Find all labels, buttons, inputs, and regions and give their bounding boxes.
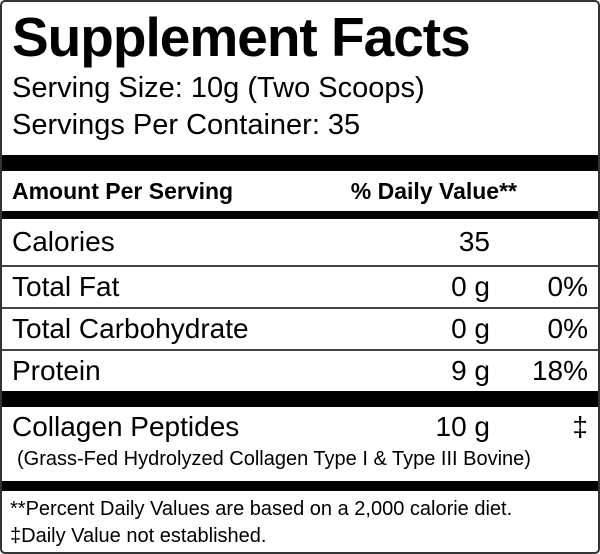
row-divider (2, 348, 598, 351)
label-title: Supplement Facts (12, 6, 471, 68)
footnote-daily-values: **Percent Daily Values are based on a 2,… (10, 498, 513, 521)
section-bar-top (2, 155, 598, 172)
row-divider (2, 306, 598, 309)
nutrient-name: Collagen Peptides (12, 411, 240, 443)
nutrient-name: Protein (12, 354, 101, 386)
nutrient-name: Total Carbohydrate (12, 312, 249, 344)
nutrient-name: Calories (12, 226, 115, 258)
footnotes-section: **Percent Daily Values are based on a 2,… (2, 491, 598, 550)
serving-size-line: Serving Size: 10g (Two Scoops) (12, 71, 425, 104)
section-bar-bottom (2, 481, 598, 492)
table-header-row: Amount Per Serving % Daily Value** (2, 171, 598, 211)
nutrient-amount: 0 g (451, 312, 490, 344)
section-bar-middle (2, 391, 598, 408)
amount-per-serving-header: Amount Per Serving (12, 178, 234, 205)
nutrient-name: Total Fat (12, 270, 120, 302)
daily-value-header: % Daily Value** (350, 178, 517, 205)
table-row-calories: Calories 35 (2, 219, 598, 264)
table-row-total-fat: Total Fat 0 g 0% (2, 267, 598, 307)
header-underline-bar (2, 211, 598, 220)
nutrient-amount: 0 g (451, 270, 490, 302)
nutrient-amount: 35 (458, 226, 490, 258)
nutrient-daily-value: 18% (531, 354, 588, 386)
nutrient-amount: 10 g (435, 411, 491, 443)
table-row-total-carbohydrate: Total Carbohydrate 0 g 0% (2, 309, 598, 349)
nutrient-amount: 9 g (451, 354, 490, 386)
nutrient-daily-value: 0% (547, 312, 588, 344)
footnote-not-established: ‡Daily Value not established. (10, 525, 267, 548)
table-row-collagen-peptides: Collagen Peptides 10 g ‡ (2, 407, 598, 447)
row-divider (2, 264, 598, 267)
ingredient-description: (Grass-Fed Hydrolyzed Collagen Type I & … (17, 448, 531, 471)
servings-per-container-line: Servings Per Container: 35 (12, 108, 361, 141)
table-row-protein: Protein 9 g 18% (2, 351, 598, 391)
daily-value-not-established-symbol: ‡ (572, 411, 588, 443)
nutrient-daily-value: 0% (547, 270, 588, 302)
